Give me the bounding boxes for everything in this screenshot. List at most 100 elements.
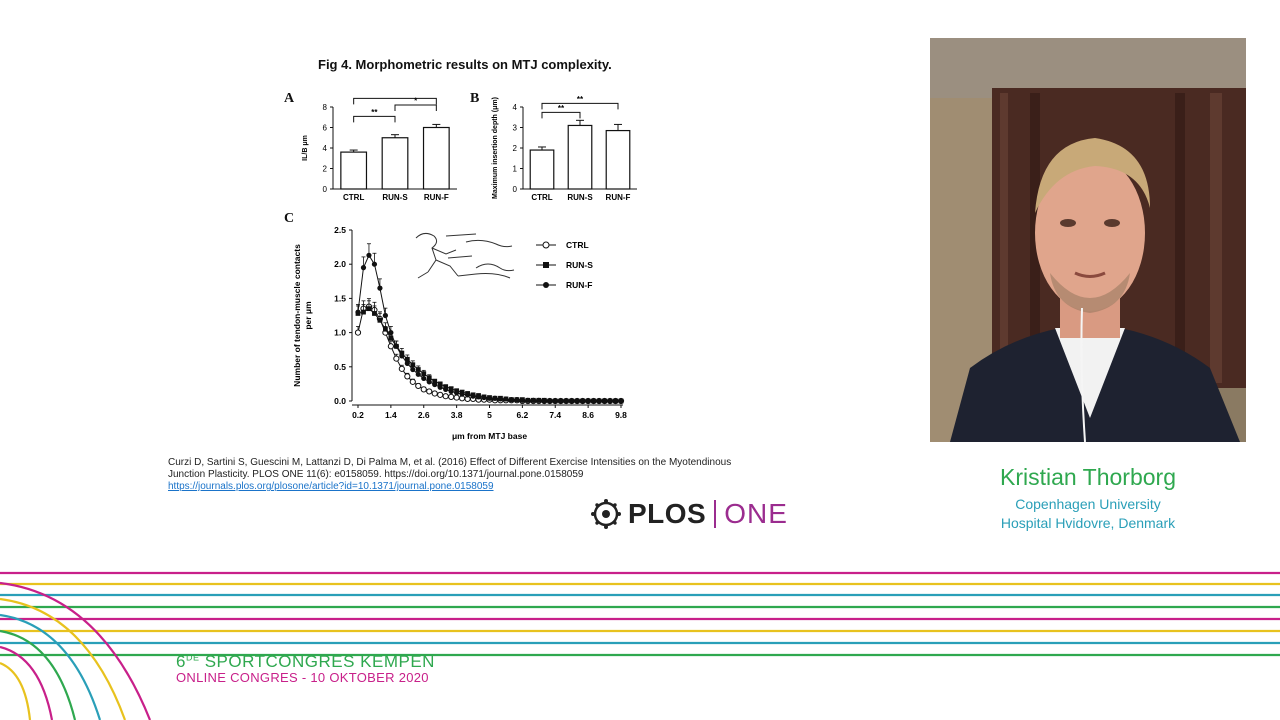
panel-c-point-run-f <box>569 398 575 404</box>
panel-b-y-tick-label: 4 <box>513 103 518 112</box>
panel-c-legend-label: RUN-F <box>566 280 592 290</box>
panel-c-x-tick-label: 0.2 <box>352 410 364 420</box>
panel-c-point-run-s <box>426 375 432 381</box>
panel-c-point-ctrl <box>409 378 416 385</box>
panel-c-point-run-f <box>519 397 525 403</box>
panel-c-point-run-s <box>415 367 421 372</box>
panel-c-x-tick-label: 6.2 <box>516 410 528 420</box>
panel-c-point-run-s <box>443 384 449 390</box>
panel-c-point-run-s <box>388 335 394 341</box>
panel-c-point-ctrl <box>420 386 427 393</box>
panel-c-point-run-f <box>508 397 515 403</box>
panel-c-point-run-f <box>552 398 558 404</box>
speaker-affiliation-line1: Copenhagen University <box>1015 496 1161 512</box>
plos-one-logo: PLOS ONE <box>590 496 788 532</box>
panel-c-point-run-f <box>574 398 580 404</box>
panel-c-point-run-s <box>372 311 377 316</box>
panel-a-significance-bracket <box>394 104 437 111</box>
panel-c-legend-marker-ctrl <box>542 241 550 249</box>
panel-b-bar-run-s <box>567 124 593 190</box>
panel-b-letter: B <box>470 91 480 106</box>
panel-c-point-run-f <box>448 388 454 395</box>
panel-c-point-run-f <box>486 395 493 401</box>
panel-b-y-tick-label: 3 <box>513 124 518 133</box>
decorative-stripes <box>0 571 1280 720</box>
panel-c-x-tick-label: 7.4 <box>549 410 561 420</box>
figure-title: Fig 4. Morphometric results on MTJ compl… <box>318 57 612 72</box>
panel-c-x-tick-label: 2.6 <box>418 410 430 420</box>
panel-c-point-run-s <box>421 371 427 377</box>
panel-b-x-tick-label: RUN-S <box>567 193 593 202</box>
panel-c-legend-marker-run-s <box>543 262 549 268</box>
panel-c-point-run-f <box>399 353 405 359</box>
panel-c-y-tick-label: 0.5 <box>334 362 346 372</box>
panel-c-point-run-f <box>618 398 624 404</box>
panel-c-point-ctrl <box>354 329 362 336</box>
panel-c-point-run-s <box>448 386 454 392</box>
panel-a-x-tick-label: RUN-F <box>424 193 449 202</box>
panel-a-x-tick-label: RUN-S <box>382 193 408 202</box>
panel-c-point-ctrl <box>398 365 405 372</box>
panel-a-bar-run-f <box>422 126 450 190</box>
panel-c-point-run-f <box>585 398 591 404</box>
panel-c-point-run-f <box>530 397 536 403</box>
panel-c-x-tick-label: 8.6 <box>582 410 594 420</box>
panel-c-point-run-s <box>361 309 366 315</box>
panel-c-point-run-f <box>591 398 597 404</box>
panel-c-point-run-f <box>563 398 569 404</box>
panel-c-point-run-f <box>360 265 367 271</box>
panel-c-legend-marker-run-f <box>543 282 549 288</box>
panel-b-bar-chart: 0 1 2 3 4 Maximum insertion depth (μm) CTRL RUN… <box>492 95 637 202</box>
panel-c-y-axis-label: Number of tendon-muscle contacts <box>292 244 302 387</box>
panel-a-y-tick-label: 2 <box>323 165 328 174</box>
panel-c-point-run-f <box>426 379 432 385</box>
panel-c-point-run-f <box>404 360 410 366</box>
citation-link[interactable]: https://journals.plos.org/plosone/articl… <box>168 481 494 492</box>
panel-c-series-ctrl <box>357 306 621 402</box>
panel-a-x-tick-label: CTRL <box>343 193 364 202</box>
panel-b-significance-label: ** <box>577 95 584 104</box>
panel-c-point-run-f <box>601 398 608 404</box>
panel-c-point-ctrl <box>431 390 438 397</box>
panel-c-legend-label: RUN-S <box>566 260 593 270</box>
panel-c-point-run-f <box>547 398 553 404</box>
panel-c-point-ctrl <box>453 394 460 401</box>
panel-a-significance-bracket <box>353 97 437 105</box>
panel-c-point-run-f <box>497 396 504 402</box>
panel-c-point-run-f <box>470 393 476 399</box>
panel-c-point-ctrl <box>393 355 400 362</box>
panel-c-point-run-f <box>525 397 531 403</box>
panel-c-point-run-f <box>541 398 547 404</box>
panel-c-point-run-s <box>437 381 443 387</box>
logo-one-text: ONE <box>724 498 788 529</box>
panel-c-point-run-f <box>607 398 613 404</box>
congress-number: 6 <box>176 652 186 671</box>
panel-c-point-run-f <box>492 395 498 401</box>
congress-subtitle: ONLINE CONGRES - 10 OKTOBER 2020 <box>176 670 429 685</box>
panel-c-point-run-f <box>459 391 465 397</box>
panel-c-point-run-f <box>437 384 443 390</box>
panel-b-y-tick-label: 0 <box>513 185 518 194</box>
panel-c-legend-label: CTRL <box>566 240 589 250</box>
panel-c-point-run-f <box>612 398 619 404</box>
panel-a-significance-bracket <box>353 115 396 123</box>
panel-c-series-run-s <box>357 308 621 402</box>
congress-ordinal: DE <box>185 652 200 663</box>
panel-c-point-run-f <box>432 381 438 388</box>
panel-a-y-axis-label: IL/B μm <box>302 135 309 161</box>
panel-b-y-tick-label: 1 <box>513 165 518 174</box>
panel-c-point-run-f <box>481 394 487 401</box>
panel-c-point-ctrl <box>426 388 433 395</box>
panel-c-line-chart: 0.0 0.5 1.0 1.5 2.0 2.5 0.2 1.4 2.6 3.8 5 6.2 7.4 8.6… <box>292 225 627 441</box>
panel-c-point-run-f <box>415 371 421 377</box>
panel-b-x-tick-label: RUN-F <box>606 193 631 202</box>
panel-c-series-run-f <box>357 254 621 402</box>
plos-logo-icon <box>591 499 621 529</box>
panel-c-point-run-f <box>388 330 394 336</box>
speaker-video-frame <box>930 38 1246 442</box>
panel-a-significance-label: ** <box>392 95 399 99</box>
panel-c-point-ctrl <box>442 393 449 400</box>
panel-c-point-run-f <box>371 261 378 267</box>
panel-c-point-run-f <box>514 397 520 403</box>
